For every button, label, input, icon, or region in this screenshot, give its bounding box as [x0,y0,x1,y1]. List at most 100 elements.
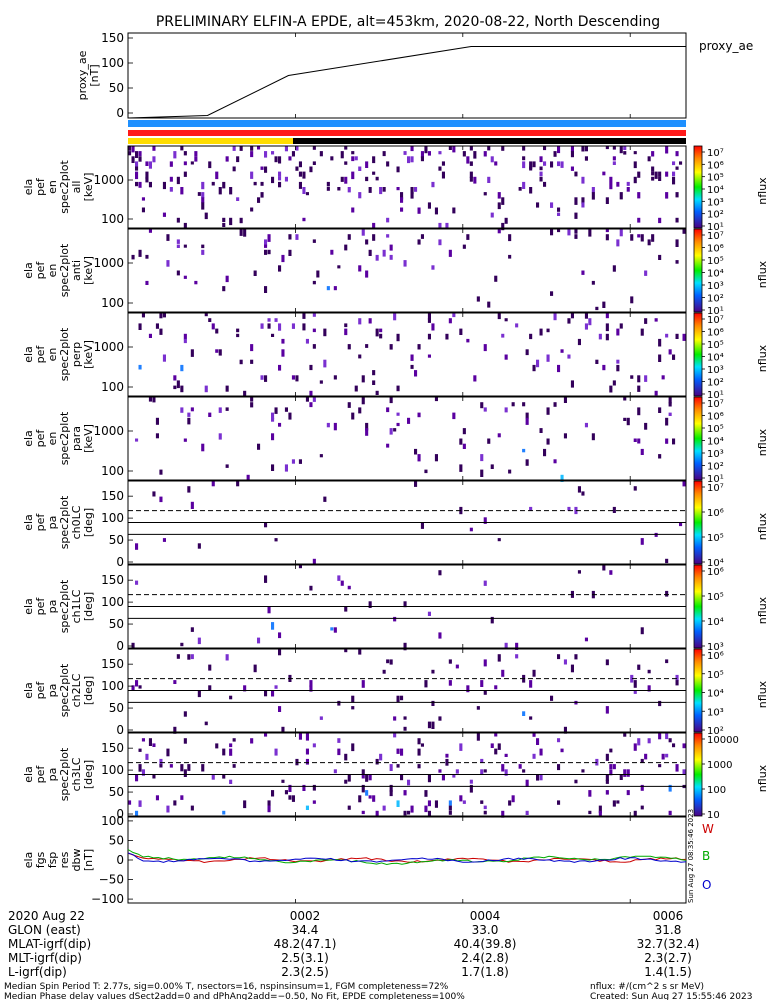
spectrogram-cell [278,632,282,639]
spectrogram-cell [351,156,355,162]
spectrogram-cell [264,690,268,697]
spectrogram-cell [414,481,418,487]
spectrogram-cell [605,323,609,332]
spectrogram-cell [135,181,139,187]
spectrogram-cell [438,222,442,230]
spectrogram-cell [417,764,421,769]
spectrogram-cell [557,212,561,216]
spectrogram-cell [647,156,651,162]
spectrogram-cell [389,428,393,435]
spectrogram-cell [257,443,261,450]
spectrogram-cell [183,738,187,744]
spectrogram-cell [550,161,554,168]
spectrogram-cell [640,328,644,336]
spectrogram-cell [560,748,564,753]
spectrogram-cell [361,680,365,688]
spectrogram-cell [480,402,484,409]
spectrogram-cell [281,254,285,263]
spectrogram-cell [616,239,620,247]
spectrogram-cell [365,176,369,182]
colorbar-tick-label: 10² [707,210,724,221]
spectrogram-cell [658,733,662,740]
spectrogram-cell [225,385,229,392]
spectrogram-cell [372,370,376,376]
spectrogram-cell [204,212,208,220]
spectrogram-cell [295,234,299,240]
spectrogram-cell [271,622,275,630]
spectrogram-cell [672,171,676,177]
spectrogram-cell [180,364,184,372]
spectrogram-cell [278,171,282,177]
spectrogram-cell [215,743,219,749]
spectrogram-cell [243,685,247,692]
y-tick-label: −50 [99,873,124,887]
y-tick-label: 1000 [93,173,124,187]
ylabel-line-2: pa [46,684,59,698]
spectrogram-cell [417,738,421,745]
spectrogram-cell [543,146,547,151]
spectrogram-cell [166,260,170,267]
spectrogram-cell [298,161,302,168]
y-tick-label: 0 [116,723,124,737]
spectrogram-cell [351,706,355,710]
spectrogram-cell [497,229,501,234]
spectrogram-cell [344,779,348,784]
spectrogram-cell [501,669,505,677]
spectrogram-cell [347,234,351,240]
spectrogram-cell [284,790,288,795]
spectrogram-cell [515,323,519,328]
spectrogram-cell [155,795,159,801]
spectrogram-cell [347,402,351,408]
colorbar-label: nflux [756,680,769,708]
spectrogram-cell [312,344,316,349]
fgm-legend-w: W [702,822,714,836]
spectrogram-cell [679,161,683,165]
spectrogram-cell [424,146,428,154]
spectrogram-cell [183,244,187,248]
footer-line-2: Median Phase delay values dSect2add=0 an… [4,992,465,1000]
spectrogram-cell [138,181,142,188]
ylabel-line-0: ela [22,682,35,699]
spectrogram-cell [194,156,198,162]
spectrogram-cell [584,156,588,161]
spectrogram-cell [386,234,390,238]
spectrogram-cell [176,244,180,248]
spectrogram-cell [333,769,337,774]
spectrogram-cell [326,187,330,191]
spectrogram-cell [605,779,609,784]
spectrogram-cell [612,146,616,150]
spectrogram-cell [469,779,473,784]
spectrogram-cell [288,234,292,240]
spectrogram-cell [473,151,477,159]
spectrogram-cell [570,151,574,158]
spectrogram-cell [438,166,442,171]
spectrogram-cell [183,333,187,340]
colorbar-tick-label: 10³ [707,197,724,208]
ylabel-line-5: [keV] [82,256,95,285]
spectrogram-cell [529,333,533,340]
spectrogram-cell [581,491,585,496]
spectrogram-cell [326,422,330,428]
spectrogram-cell [386,443,390,448]
spectrogram-cell [312,146,316,150]
spectrogram-cell [312,161,316,165]
spectrogram-cell [427,810,431,817]
spectrogram-cell [183,151,187,156]
spectrogram-cell [344,323,348,328]
spectrogram-cell [483,659,487,667]
spectrogram-cell [358,318,362,325]
spectrogram-cell [323,496,327,502]
spectrogram-cell [501,222,505,231]
spectrogram-cell [417,344,421,350]
spectrogram-cell [312,558,316,564]
spectrogram-cell [410,805,414,813]
spectrogram-cell [365,161,369,168]
spectrogram-cell [431,721,435,729]
orbit-row-l-v1: 1.7(1.8) [461,965,509,979]
spectrogram-cell [532,669,536,677]
spectrogram-cell [145,753,149,760]
spectrogram-cell [619,229,623,237]
orbit-row-l-v0: 2.3(2.5) [281,965,329,979]
spectrogram-cell [658,700,662,707]
